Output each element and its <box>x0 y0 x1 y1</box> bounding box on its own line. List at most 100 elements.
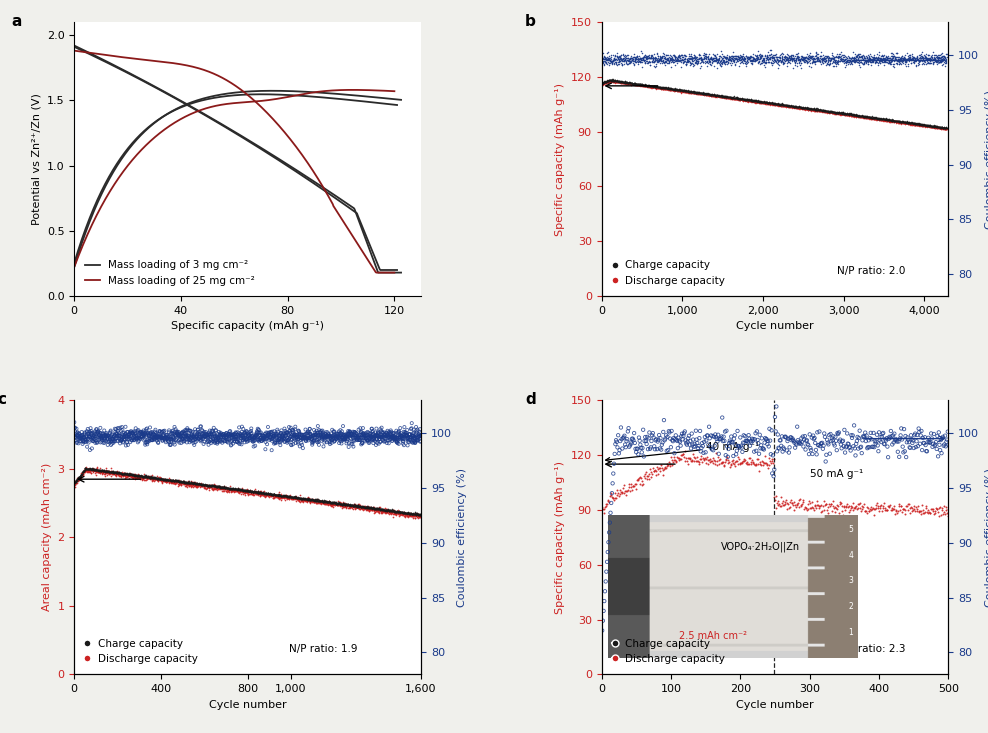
Point <box>666 84 682 96</box>
Point <box>839 108 855 120</box>
Point <box>857 111 872 122</box>
Point <box>157 474 173 486</box>
Point <box>287 433 302 445</box>
Point <box>275 490 290 501</box>
Point <box>271 430 287 442</box>
Point <box>696 87 711 99</box>
Point <box>824 107 840 119</box>
Point <box>121 429 136 441</box>
Point <box>317 498 333 509</box>
Point <box>288 493 304 504</box>
Point <box>327 431 343 443</box>
Point <box>103 424 119 436</box>
Point <box>645 80 661 92</box>
Point <box>327 497 343 509</box>
Point <box>936 123 951 135</box>
Point <box>389 505 405 517</box>
Point <box>211 481 227 493</box>
Point <box>158 432 174 443</box>
Point <box>920 121 936 133</box>
Point <box>365 427 380 438</box>
Point <box>245 486 261 498</box>
Point <box>377 506 393 517</box>
Point <box>657 462 673 474</box>
Point <box>306 429 322 441</box>
Point <box>797 51 813 63</box>
Point <box>917 51 933 62</box>
Point <box>244 485 260 497</box>
Point <box>694 87 709 99</box>
Point <box>195 479 210 491</box>
Point <box>357 500 372 512</box>
Point <box>741 95 757 106</box>
Point <box>232 484 248 496</box>
Point <box>723 92 739 104</box>
Point <box>669 456 685 468</box>
Point <box>302 496 318 508</box>
Point <box>602 54 618 66</box>
Point <box>928 121 944 133</box>
Point <box>85 432 101 444</box>
Point <box>350 500 366 512</box>
Point <box>896 54 912 65</box>
Point <box>790 102 806 114</box>
Point <box>113 468 128 480</box>
Point <box>208 432 224 443</box>
Point <box>147 433 163 445</box>
Point <box>728 54 744 65</box>
Point <box>164 427 180 438</box>
Point <box>206 483 221 495</box>
Point <box>170 475 186 487</box>
Point <box>924 432 940 444</box>
Point <box>120 468 135 479</box>
Point <box>884 116 900 128</box>
Point <box>243 485 259 497</box>
Point <box>626 78 642 89</box>
Point <box>763 97 779 109</box>
Point <box>761 54 777 66</box>
Point <box>712 55 728 67</box>
Point <box>795 103 811 114</box>
Point <box>887 51 903 62</box>
Point <box>758 97 774 108</box>
Point <box>721 92 737 103</box>
Point <box>380 504 396 515</box>
Point <box>641 427 657 438</box>
Point <box>380 504 396 516</box>
Point <box>651 55 667 67</box>
Point <box>723 51 739 62</box>
Point <box>919 53 935 65</box>
Point <box>805 502 821 514</box>
Point <box>392 422 408 434</box>
Point <box>880 114 896 126</box>
Point <box>877 114 893 125</box>
Point <box>898 117 914 128</box>
Point <box>148 472 164 484</box>
Point <box>768 51 783 63</box>
Point <box>719 91 735 103</box>
Point <box>654 50 670 62</box>
Legend: Charge capacity, Discharge capacity: Charge capacity, Discharge capacity <box>79 633 204 669</box>
Point <box>629 78 645 90</box>
Point <box>701 88 717 100</box>
Point <box>614 487 629 499</box>
Point <box>871 112 887 124</box>
Point <box>221 430 237 441</box>
Point <box>622 78 638 89</box>
Point <box>687 86 702 98</box>
Point <box>606 75 621 87</box>
Point <box>638 438 654 450</box>
Point <box>115 468 130 479</box>
Point <box>263 488 279 500</box>
Point <box>720 53 736 65</box>
Point <box>878 51 894 63</box>
Point <box>739 95 755 106</box>
Point <box>701 89 717 101</box>
Point <box>753 96 769 108</box>
Point <box>795 103 811 114</box>
Point <box>356 429 371 441</box>
Point <box>937 122 952 133</box>
Point <box>790 54 806 65</box>
Point <box>677 85 693 97</box>
Point <box>380 507 396 519</box>
